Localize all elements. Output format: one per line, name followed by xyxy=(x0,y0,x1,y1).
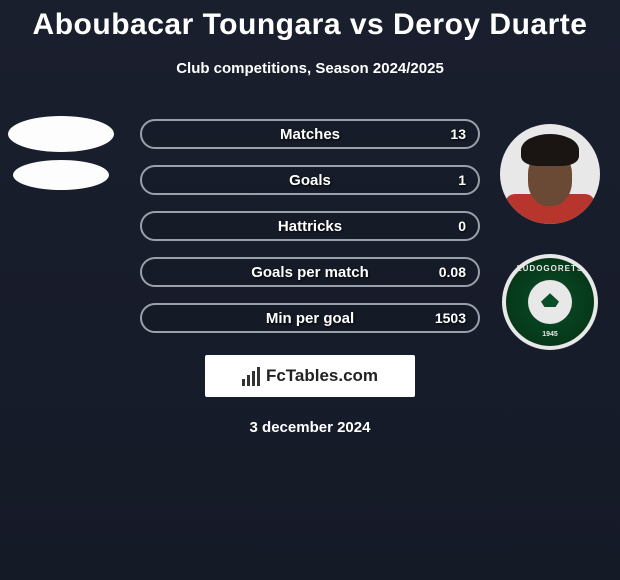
stat-label: Goals xyxy=(289,172,331,189)
subtitle: Club competitions, Season 2024/2025 xyxy=(176,60,444,77)
stat-row: Min per goal 1503 xyxy=(140,303,480,333)
stat-row: Goals 1 xyxy=(140,165,480,195)
stat-value-right: 0.08 xyxy=(439,264,466,280)
comparison-card: Aboubacar Toungara vs Deroy Duarte Club … xyxy=(0,0,620,580)
stat-label: Min per goal xyxy=(266,310,354,327)
stat-value-right: 13 xyxy=(450,126,466,142)
brand-label: FcTables.com xyxy=(266,366,378,386)
stat-label: Hattricks xyxy=(278,218,342,235)
stat-label: Goals per match xyxy=(251,264,369,281)
stat-value-right: 1 xyxy=(458,172,466,188)
stat-value-right: 0 xyxy=(458,218,466,234)
stat-value-right: 1503 xyxy=(435,310,466,326)
stats-comparison: Matches 13 Goals 1 Hattricks 0 Goals per match… xyxy=(0,119,620,333)
stat-label: Matches xyxy=(280,126,340,143)
brand-box[interactable]: FcTables.com xyxy=(205,355,415,397)
page-title: Aboubacar Toungara vs Deroy Duarte xyxy=(33,8,588,42)
stat-row: Hattricks 0 xyxy=(140,211,480,241)
stat-row: Goals per match 0.08 xyxy=(140,257,480,287)
stat-row: Matches 13 xyxy=(140,119,480,149)
comparison-date: 3 december 2024 xyxy=(250,419,371,436)
bar-chart-icon xyxy=(242,367,260,386)
